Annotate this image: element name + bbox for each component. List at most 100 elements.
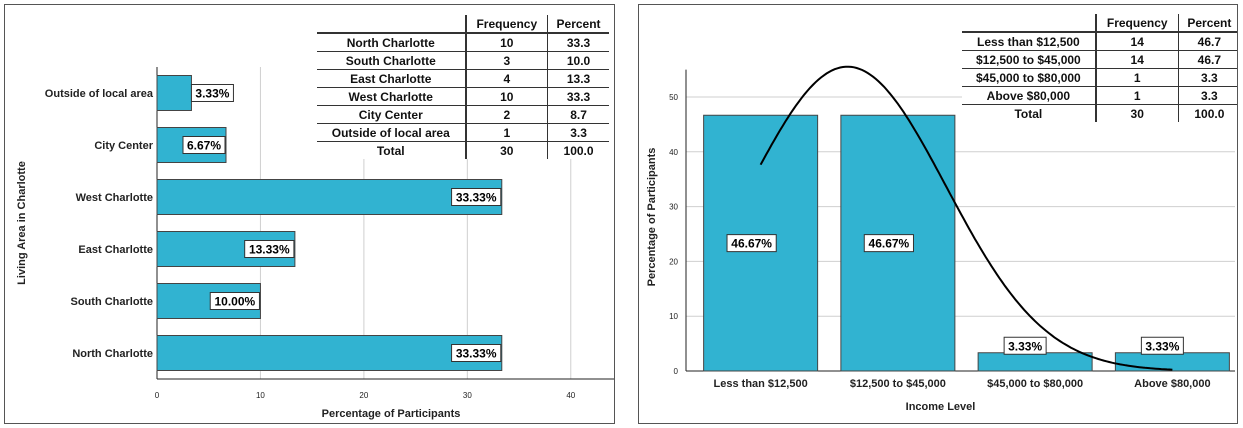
living-area-table-cell-city-center-2: 8.7	[547, 105, 609, 124]
data-label-south-charlotte-box	[209, 292, 260, 310]
category-label-east-charlotte: East Charlotte	[78, 244, 153, 256]
table-row: Above $80,000 1 3.3	[962, 86, 1237, 105]
income-table-header-frequency: Frequency	[1094, 14, 1179, 33]
category-label-outside-of-local-area: Outside of local area	[45, 88, 154, 100]
category-label-north-charlotte: North Charlotte	[72, 348, 153, 360]
category-label-less-than-12-500: Less than $12,500	[714, 378, 808, 390]
table-row: West Charlotte 10 33.3	[317, 87, 609, 106]
living-area-table-cell-east-charlotte-0: East Charlotte	[317, 69, 467, 88]
income-table-cell-12-500-to-45-000-2: 46.7	[1177, 50, 1237, 69]
data-label-45-000-to-80-000: 3.33%	[1008, 339, 1042, 353]
x-tick-label-0: 0	[155, 391, 160, 400]
income-table-cell-above-80-000-0: Above $80,000	[962, 86, 1097, 105]
y-axis-title: Percentage of Participants	[646, 148, 658, 287]
living-area-table-cell-east-charlotte-1: 4	[464, 69, 549, 88]
x-tick-label-30: 30	[463, 391, 472, 400]
living-area-table-cell-total-0: Total	[317, 141, 467, 159]
y-tick-label-10: 10	[669, 312, 678, 321]
data-label-45-000-to-80-000-box	[1003, 336, 1047, 355]
data-label-outside-of-local-area-box	[190, 84, 234, 102]
data-label-12-500-to-45-000: 46.67%	[869, 237, 910, 251]
bar-outside-of-local-area	[156, 75, 192, 111]
income-table-cell-12-500-to-45-000-1: 14	[1094, 50, 1179, 69]
bar-west-charlotte	[156, 179, 503, 215]
living-area-table-cell-outside-of-local-area-2: 3.3	[547, 123, 609, 142]
table-row: $45,000 to $80,000 1 3.3	[962, 68, 1237, 87]
living-area-table-cell-west-charlotte-1: 10	[464, 87, 549, 106]
x-axis-title: Percentage of Participants	[322, 408, 461, 420]
data-label-above-80-000: 3.33%	[1145, 339, 1179, 353]
living-area-table-cell-west-charlotte-0: West Charlotte	[317, 87, 467, 106]
bar-north-charlotte	[156, 335, 503, 371]
income-table-cell-less-than-12-500-2: 46.7	[1177, 31, 1237, 51]
data-label-east-charlotte-box	[244, 240, 295, 258]
data-label-north-charlotte-box	[451, 344, 502, 362]
income-table-cell-12-500-to-45-000-0: $12,500 to $45,000	[962, 50, 1097, 69]
x-tick-label-10: 10	[256, 391, 265, 400]
income-level-chart: 0 10 20 30 40 50 Less than $12,500 46.67% $12,50…	[646, 65, 1235, 413]
living-area-table-cell-west-charlotte-2: 33.3	[547, 87, 609, 106]
living-area-table-cell-outside-of-local-area-0: Outside of local area	[317, 123, 467, 142]
y-axis-title: Living Area in Charlotte	[16, 161, 28, 285]
living-area-table-cell-outside-of-local-area-1: 1	[464, 123, 549, 142]
living-area-table-header-frequency: Frequency	[464, 15, 549, 34]
category-label-above-80-000: Above $80,000	[1134, 378, 1210, 390]
data-label-less-than-12-500-box	[726, 234, 777, 253]
living-area-table-cell-city-center-1: 2	[464, 105, 549, 124]
data-label-city-center: 6.67%	[187, 139, 221, 153]
living-area-table-header-percent: Percent	[547, 15, 609, 34]
living-area-table-cell-south-charlotte-1: 3	[464, 51, 549, 70]
data-label-east-charlotte: 13.33%	[249, 243, 290, 257]
data-label-south-charlotte: 10.00%	[214, 295, 255, 309]
living-area-table-cell-city-center-0: City Center	[317, 105, 467, 124]
category-label-45-000-to-80-000: $45,000 to $80,000	[987, 378, 1083, 390]
income-table-cell-45-000-to-80-000-0: $45,000 to $80,000	[962, 68, 1097, 87]
living-area-table-cell-east-charlotte-2: 13.3	[547, 69, 609, 88]
x-tick-label-40: 40	[566, 391, 575, 400]
table-row: Outside of local area 1 3.3	[317, 123, 609, 142]
x-axis-title: Income Level	[906, 401, 976, 413]
table-row: Total 30 100.0	[317, 141, 609, 159]
data-label-outside-of-local-area: 3.33%	[195, 87, 229, 101]
category-label-city-center: City Center	[94, 140, 153, 152]
table-row: Total 30 100.0	[962, 104, 1237, 122]
data-label-west-charlotte: 33.33%	[456, 191, 497, 205]
x-tick-label-20: 20	[359, 391, 368, 400]
category-label-12-500-to-45-000: $12,500 to $45,000	[850, 378, 946, 390]
table-row: City Center 2 8.7	[317, 105, 609, 124]
living-area-table-cell-north-charlotte-2: 33.3	[547, 32, 609, 52]
living-area-table-cell-total-1: 30	[464, 141, 549, 159]
income-table-cell-above-80-000-2: 3.3	[1177, 86, 1237, 105]
living-area-table-cell-north-charlotte-1: 10	[464, 32, 549, 52]
data-label-above-80-000-box	[1140, 336, 1184, 355]
y-tick-label-50: 50	[669, 93, 678, 102]
y-tick-label-40: 40	[669, 148, 678, 157]
y-tick-label-0: 0	[674, 367, 679, 376]
living-area-table-cell-north-charlotte-0: North Charlotte	[317, 32, 467, 52]
table-row: East Charlotte 4 13.3	[317, 69, 609, 88]
income-table-cell-above-80-000-1: 1	[1094, 86, 1179, 105]
living-area-panel: 0 10 20 30 40 North Charlotte 33.33% South Char…	[4, 4, 615, 424]
income-table-header-percent: Percent	[1177, 14, 1237, 33]
bar-above-80-000	[1114, 352, 1230, 372]
data-label-less-than-12-500: 46.67%	[731, 237, 772, 251]
living-area-table-cell-south-charlotte-0: South Charlotte	[317, 51, 467, 70]
income-table-cell-45-000-to-80-000-1: 1	[1094, 68, 1179, 87]
data-label-12-500-to-45-000-box	[863, 234, 914, 253]
income-table-cell-total-1: 30	[1094, 104, 1179, 122]
data-label-city-center-box	[182, 136, 226, 154]
bar-45-000-to-80-000	[977, 352, 1093, 372]
income-level-panel: 0 10 20 30 40 50 Less than $12,500 46.67% $12,50…	[638, 4, 1238, 424]
living-area-frequency-table: Frequency Percent North Charlotte 10 33.3 Sou…	[317, 15, 609, 159]
income-table-header-blank	[962, 14, 1097, 33]
y-tick-label-30: 30	[669, 203, 678, 212]
category-label-south-charlotte: South Charlotte	[71, 296, 154, 308]
table-row: North Charlotte 10 33.3	[317, 32, 609, 52]
data-label-west-charlotte-box	[451, 188, 502, 206]
living-area-table-header-blank	[317, 15, 467, 34]
category-label-west-charlotte: West Charlotte	[76, 192, 153, 204]
table-row: South Charlotte 3 10.0	[317, 51, 609, 70]
table-row: $12,500 to $45,000 14 46.7	[962, 50, 1237, 69]
income-table-cell-total-0: Total	[962, 104, 1097, 122]
income-table-cell-less-than-12-500-1: 14	[1094, 31, 1179, 51]
